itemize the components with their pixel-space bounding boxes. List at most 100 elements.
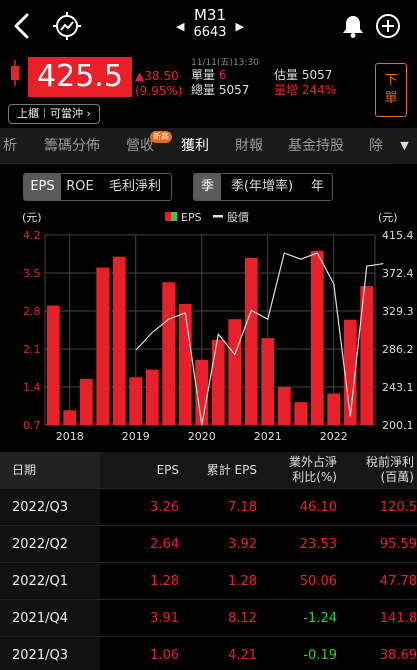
order-button-label: 下單	[384, 73, 398, 106]
tab-fund-holdings[interactable]: 基金持股	[288, 138, 344, 154]
x-axis-tick: 2018	[56, 430, 84, 443]
cell-pretax-income: 120.5	[379, 500, 417, 515]
eps-bar	[211, 339, 225, 425]
next-stock-arrow-icon[interactable]: ▶	[235, 20, 244, 33]
legend-price-label: 股價	[227, 210, 249, 224]
x-axis-tick: 2021	[254, 430, 282, 443]
eps-bar	[360, 286, 374, 425]
top-bar: ◀ M31 6643 ▶	[0, 0, 417, 52]
cell-period: 2022/Q1	[0, 563, 100, 600]
table-row[interactable]: 2021/Q4 3.91 8.12 -1.24 141.8	[0, 599, 417, 637]
right-axis-tick: 415.4	[382, 229, 414, 242]
tab-revenue-label: 營收	[126, 138, 154, 154]
cell-nonop-ratio: 46.10	[299, 500, 337, 515]
header-eps: EPS	[100, 452, 183, 488]
eps-bar	[46, 305, 60, 425]
bell-icon[interactable]	[340, 13, 366, 39]
left-axis-tick: 0.7	[23, 419, 41, 432]
cell-nonop-ratio: 50.06	[299, 574, 337, 589]
right-axis-tick: 372.4	[382, 267, 414, 280]
eps-bar	[162, 282, 176, 425]
cell-pretax-income: 38.69	[379, 648, 417, 663]
metric-option-roe[interactable]: ROE	[66, 179, 94, 194]
single-volume-label: 單量	[191, 68, 216, 82]
chart-legend: EPS 股價	[165, 210, 249, 224]
eps-bar	[327, 393, 341, 425]
prev-stock-arrow-icon[interactable]: ◀	[176, 20, 185, 33]
stock-name: M31	[193, 6, 227, 24]
total-volume: 總量 5057	[191, 83, 249, 98]
legend-eps-label: EPS	[181, 211, 202, 224]
quote-panel: 425.5 ▲38.50 (9.95%) 11/11(五)13:30 單量 6 …	[0, 52, 417, 126]
tab-profit[interactable]: 獲利	[181, 138, 209, 154]
eps-chart: (元) (元) EPS 股價 4.2 3.5 2.8 2.1 1.4 0.7 415.4 3…	[0, 208, 417, 445]
trend-radar-icon[interactable]	[52, 11, 82, 41]
plot-border	[44, 234, 376, 426]
cell-nonop-ratio: -1.24	[303, 611, 337, 626]
header-pretax-income: 稅前淨利 (百萬)	[340, 452, 417, 488]
back-arrow-icon[interactable]	[10, 10, 34, 42]
right-axis-tick: 243.1	[382, 381, 414, 394]
eps-bar	[145, 369, 159, 425]
cell-period: 2021/Q3	[0, 637, 100, 670]
cell-cumulative-eps: 7.18	[228, 500, 257, 515]
eps-bar	[261, 338, 275, 425]
table-row[interactable]: 2021/Q3 1.06 4.21 -0.19 38.69	[0, 636, 417, 670]
period-option-year[interactable]: 年	[310, 179, 324, 194]
eps-bar	[178, 303, 192, 425]
add-watchlist-icon[interactable]	[375, 13, 401, 39]
tabs-more-dropdown-icon[interactable]: ▼	[392, 128, 417, 164]
eps-chart-svg: (元) (元) EPS 股價 4.2 3.5 2.8 2.1 1.4 0.7 415.4 3…	[22, 210, 414, 443]
header-cumulative-eps: 累計 EPS	[183, 452, 259, 488]
price-change-value: ▲38.50	[135, 69, 179, 83]
right-axis-tick: 329.3	[382, 305, 414, 318]
estimated-volume-value: 5057	[301, 68, 333, 82]
tab-revenue[interactable]: 營收 新高	[126, 128, 172, 164]
eps-bar	[294, 402, 308, 425]
price-change: ▲38.50 (9.95%)	[135, 69, 182, 99]
x-axis-tick: 2022	[320, 430, 348, 443]
metric-option-eps[interactable]: EPS	[24, 174, 61, 200]
cell-cumulative-eps: 4.21	[228, 648, 257, 663]
stock-code: 6643	[193, 25, 227, 40]
table-header: 日期 EPS 累計 EPS 業外占淨 利比(%) 稅前淨利 (百萬)	[0, 452, 417, 488]
x-axis-tick: 2020	[188, 430, 216, 443]
right-axis-tick: 200.1	[382, 419, 414, 432]
eps-bar	[277, 387, 291, 425]
period-option-quarter-yoy[interactable]: 季(年增率)	[230, 179, 294, 194]
new-high-badge: 新高	[150, 131, 172, 143]
listing-tag[interactable]: 上櫃｜可當沖 ›	[8, 104, 100, 124]
order-button[interactable]: 下單	[375, 63, 407, 117]
cell-pretax-income: 47.78	[379, 574, 417, 589]
tab-chip-distribution[interactable]: 籌碼分佈	[44, 138, 100, 154]
cell-period: 2022/Q3	[0, 489, 100, 526]
eps-bar	[96, 267, 110, 425]
listing-tag-label: 上櫃｜可當沖	[17, 107, 83, 120]
total-volume-label: 總量	[191, 83, 216, 97]
period-option-quarter[interactable]: 季	[194, 174, 221, 200]
tab-financial-report[interactable]: 財報	[235, 138, 263, 154]
single-volume: 單量 6	[191, 68, 226, 83]
cell-pretax-income: 141.8	[379, 611, 417, 626]
cell-period: 2021/Q4	[0, 600, 100, 637]
stock-switcher[interactable]: ◀ M31 6643 ▶	[170, 6, 250, 50]
left-axis-unit: (元)	[22, 211, 42, 224]
cell-cumulative-eps: 1.28	[228, 574, 257, 589]
table-row[interactable]: 2022/Q2 2.64 3.92 23.53 95.59	[0, 525, 417, 563]
estimated-volume-label: 估量	[274, 68, 299, 82]
eps-bar	[129, 377, 143, 425]
metric-option-margin[interactable]: 毛利淨利	[108, 179, 161, 194]
table-row[interactable]: 2022/Q3 3.26 7.18 46.10 120.5	[0, 488, 417, 526]
legend-price-swatch	[213, 215, 223, 218]
left-axis-tick: 1.4	[23, 381, 41, 394]
cell-eps: 3.91	[150, 611, 179, 626]
cell-cumulative-eps: 3.92	[228, 537, 257, 552]
tab-ex-dividend[interactable]: 除	[369, 138, 383, 154]
volume-increase: 量增 244%	[274, 83, 336, 98]
table-row[interactable]: 2022/Q1 1.28 1.28 50.06 47.78	[0, 562, 417, 600]
section-tabs: 析 籌碼分佈 營收 新高 獲利 財報 基金持股 除 ▼	[0, 128, 417, 164]
tab-analysis[interactable]: 析	[3, 138, 17, 154]
legend-eps-swatch-red	[165, 212, 171, 221]
left-axis-tick: 4.2	[23, 229, 41, 242]
cell-eps: 3.26	[150, 500, 179, 515]
